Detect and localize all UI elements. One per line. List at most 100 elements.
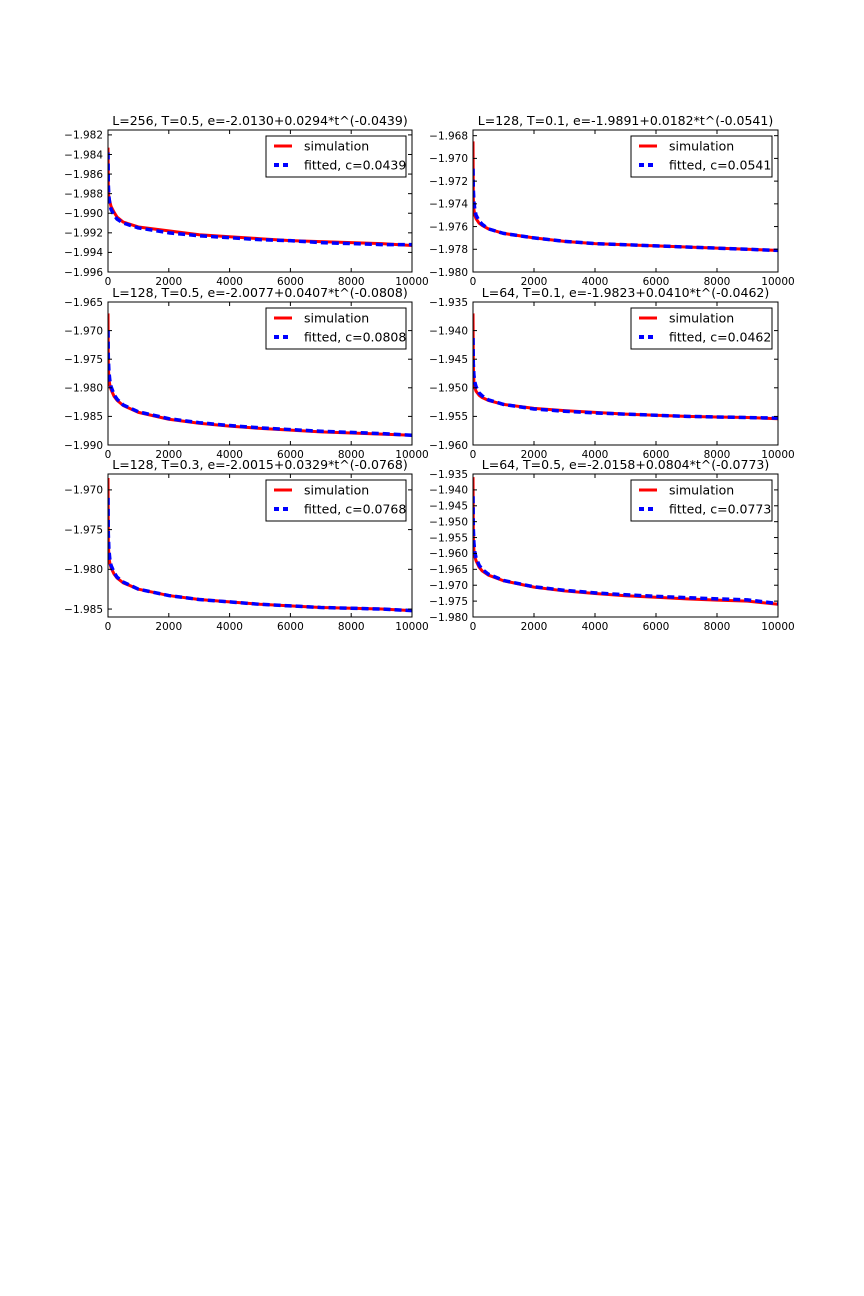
chart-title: L=128, T=0.3, e=-2.0015+0.0329*t^(-0.076… — [112, 457, 407, 472]
y-tick-label: −1.990 — [64, 208, 103, 220]
x-tick-label: 10000 — [761, 621, 794, 633]
x-tick-label: 0 — [105, 449, 112, 461]
legend-label: simulation — [669, 483, 734, 498]
x-tick-label: 4000 — [582, 276, 609, 288]
legend-label: simulation — [304, 139, 369, 154]
x-tick-label: 10000 — [395, 276, 428, 288]
fitted-line — [473, 168, 778, 253]
y-tick-label: −1.970 — [429, 580, 468, 592]
x-tick-label: 2000 — [521, 621, 548, 633]
axes-frame — [107, 473, 413, 618]
x-tick-label: 0 — [470, 621, 477, 633]
legend-box — [265, 479, 407, 522]
y-tick-label: −1.990 — [64, 440, 103, 452]
axes-frame — [107, 129, 413, 273]
x-tick-label: 0 — [470, 276, 477, 288]
axes-frame — [107, 301, 413, 446]
y-tick-label: −1.960 — [429, 440, 468, 452]
y-tick-label: −1.974 — [429, 199, 468, 211]
chart-title: L=128, T=0.1, e=-1.9891+0.0182*t^(-0.054… — [478, 113, 773, 128]
y-tick-label: −1.945 — [429, 501, 468, 513]
y-tick-label: −1.960 — [429, 548, 468, 560]
axes-frame — [472, 301, 779, 446]
y-tick-label: −1.982 — [64, 130, 103, 142]
x-tick-label: 0 — [105, 276, 112, 288]
x-tick-label: 10000 — [761, 276, 794, 288]
legend-label: fitted, c=0.0462 — [669, 330, 771, 345]
legend-label: simulation — [669, 139, 734, 154]
y-tick-label: −1.940 — [429, 325, 468, 337]
x-tick-label: 0 — [105, 621, 112, 633]
y-tick-label: −1.980 — [429, 267, 468, 279]
y-tick-label: −1.955 — [429, 532, 468, 544]
y-tick-label: −1.980 — [429, 612, 468, 624]
x-tick-label: 4000 — [582, 449, 609, 461]
y-tick-label: −1.955 — [429, 411, 468, 423]
y-tick-label: −1.994 — [64, 247, 103, 259]
x-tick-label: 2000 — [521, 276, 548, 288]
x-tick-label: 6000 — [277, 621, 304, 633]
y-tick-label: −1.988 — [64, 188, 103, 200]
x-tick-label: 4000 — [216, 276, 243, 288]
legend-label: fitted, c=0.0773 — [669, 502, 771, 517]
legend-label: fitted, c=0.0768 — [304, 502, 406, 517]
legend-box — [630, 479, 773, 522]
x-tick-label: 2000 — [155, 449, 182, 461]
axes-frame — [472, 129, 779, 273]
legend: simulation fitted, c=0.0808 — [265, 307, 407, 350]
chart-panel-6: 0 2000 4000 6000 8000 10000 −1.980 −1.975 −1.970… — [429, 457, 795, 633]
x-tick-label: 10000 — [395, 449, 428, 461]
y-tick-label: −1.978 — [429, 244, 468, 256]
y-tick-label: −1.970 — [429, 153, 468, 165]
y-tick-label: −1.986 — [64, 169, 103, 181]
y-tick-label: −1.965 — [64, 297, 103, 309]
y-tick-label: −1.968 — [429, 130, 468, 142]
x-tick-label: 8000 — [338, 276, 365, 288]
fitted-line — [108, 330, 412, 438]
x-tick-label: 6000 — [643, 621, 670, 633]
y-tick-label: −1.972 — [429, 176, 468, 188]
y-tick-label: −1.950 — [429, 383, 468, 395]
chart-panel-2: 0 2000 4000 6000 8000 10000 −1.980 −1.978 −1.976… — [429, 113, 795, 288]
y-tick-label: −1.935 — [429, 469, 468, 481]
legend-label: simulation — [304, 311, 369, 326]
y-tick-label: −1.940 — [429, 485, 468, 497]
y-tick-label: −1.985 — [64, 604, 103, 616]
chart-title: L=256, T=0.5, e=-2.0130+0.0294*t^(-0.043… — [112, 113, 407, 128]
x-tick-label: 0 — [470, 449, 477, 461]
x-tick-label: 4000 — [216, 449, 243, 461]
x-tick-label: 2000 — [521, 449, 548, 461]
chart-panel-1: 0 2000 4000 6000 8000 10000 −1.996 −1.994 −1.992… — [64, 113, 429, 288]
fitted-line — [473, 496, 778, 606]
y-tick-label: −1.950 — [429, 516, 468, 528]
x-tick-label: 8000 — [338, 621, 365, 633]
x-tick-label: 6000 — [643, 276, 670, 288]
y-tick-label: −1.975 — [64, 524, 103, 536]
y-tick-label: −1.970 — [64, 485, 103, 497]
x-tick-label: 4000 — [216, 621, 243, 633]
chart-title: L=64, T=0.1, e=-1.9823+0.0410*t^(-0.0462… — [482, 285, 769, 300]
y-tick-label: −1.945 — [429, 354, 468, 366]
y-tick-label: −1.984 — [64, 149, 103, 161]
x-tick-label: 4000 — [582, 621, 609, 633]
y-tick-label: −1.985 — [64, 411, 103, 423]
legend-label: simulation — [669, 311, 734, 326]
axes-frame — [472, 473, 779, 618]
chart-panel-5: 0 2000 4000 6000 8000 10000 −1.985 −1.980 −1.975… — [64, 457, 429, 633]
legend-label: fitted, c=0.0541 — [669, 158, 771, 173]
legend-box — [630, 135, 773, 178]
legend-label: simulation — [304, 483, 369, 498]
legend-label: fitted, c=0.0808 — [304, 330, 406, 345]
x-tick-label: 8000 — [704, 276, 731, 288]
fitted-line — [108, 152, 412, 247]
legend-box — [630, 307, 773, 350]
chart-panel-3: 0 2000 4000 6000 8000 10000 −1.990 −1.985 −1.980… — [64, 285, 429, 461]
legend-label: fitted, c=0.0439 — [304, 158, 406, 173]
legend: simulation fitted, c=0.0462 — [630, 307, 773, 350]
chart-title: L=64, T=0.5, e=-2.0158+0.0804*t^(-0.0773… — [482, 457, 769, 472]
y-tick-label: −1.975 — [429, 596, 468, 608]
y-tick-label: −1.996 — [64, 267, 103, 279]
x-tick-label: 6000 — [277, 276, 304, 288]
x-tick-label: 8000 — [338, 449, 365, 461]
legend-box — [265, 135, 407, 178]
